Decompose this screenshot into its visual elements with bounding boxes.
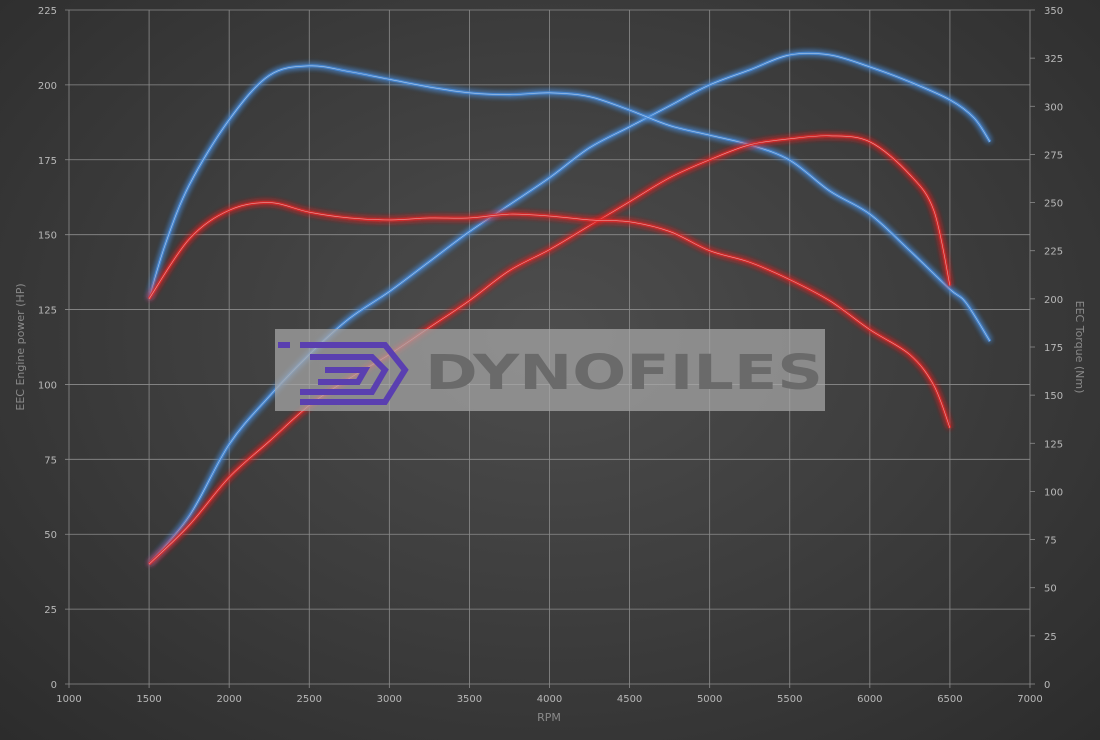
x-tick-label: 3000: [377, 694, 402, 705]
y-left-tick-label: 125: [38, 306, 57, 317]
y-right-tick-label: 300: [1044, 102, 1063, 113]
y-left-tick-label: 50: [44, 530, 57, 541]
y-right-tick-label: 325: [1044, 54, 1063, 65]
x-tick-label: 3500: [457, 694, 482, 705]
x-tick-label: 5500: [777, 694, 802, 705]
series: [147, 51, 992, 566]
x-tick-label: 6500: [937, 694, 962, 705]
y-right-tick-label: 25: [1044, 632, 1057, 643]
y-right-tick-label: 175: [1044, 343, 1063, 354]
y-right-tick-label: 275: [1044, 150, 1063, 161]
x-tick-label: 7000: [1017, 694, 1042, 705]
y-right-tick-label: 125: [1044, 439, 1063, 450]
y-right-tick-label: 150: [1044, 391, 1063, 402]
tuned-power-line-highlight: [148, 52, 991, 565]
x-tick-label: 2000: [216, 694, 241, 705]
ticks: 1000 1500 2000 2500 3000 3500 4000 4500 5000 5500…: [38, 6, 1063, 705]
dynofiles-watermark: DYNOFILES: [275, 329, 825, 411]
y-left-axis-label: EEC Engine power (HP): [14, 283, 27, 410]
tuned-torque-line-highlight: [148, 65, 991, 342]
y-left-tick-label: 225: [38, 6, 57, 17]
y-right-tick-label: 0: [1044, 680, 1050, 691]
y-left-tick-label: 0: [51, 680, 57, 691]
x-tick-label: 2500: [297, 694, 322, 705]
x-tick-label: 6000: [857, 694, 882, 705]
x-tick-label: 5000: [697, 694, 722, 705]
y-right-tick-label: 200: [1044, 295, 1063, 306]
dynofiles-logo-icon: [278, 342, 409, 405]
y-right-tick-label: 225: [1044, 247, 1063, 258]
y-right-tick-label: 100: [1044, 487, 1063, 498]
y-left-tick-label: 200: [38, 81, 57, 92]
y-right-tick-label: 350: [1044, 6, 1063, 17]
tuned-power-line: [147, 51, 992, 566]
y-left-tick-label: 25: [44, 605, 57, 616]
x-axis-label: RPM: [537, 711, 561, 724]
y-right-axis-label: EEC Torque (Nm): [1073, 301, 1086, 394]
x-tick-label: 4500: [617, 694, 642, 705]
y-left-tick-label: 100: [38, 380, 57, 391]
watermark-text: DYNOFILES: [425, 345, 823, 401]
stock-power-line-highlight: [148, 135, 951, 565]
x-tick-label: 1000: [56, 694, 81, 705]
x-tick-label: 1500: [136, 694, 161, 705]
y-left-tick-label: 175: [38, 156, 57, 167]
y-left-tick-label: 75: [44, 455, 57, 466]
stock-torque-line-highlight: [148, 202, 951, 428]
y-left-tick-label: 150: [38, 231, 57, 242]
y-right-tick-label: 250: [1044, 199, 1063, 210]
y-right-tick-label: 75: [1044, 536, 1057, 547]
y-right-tick-label: 50: [1044, 584, 1057, 595]
x-tick-label: 4000: [537, 694, 562, 705]
